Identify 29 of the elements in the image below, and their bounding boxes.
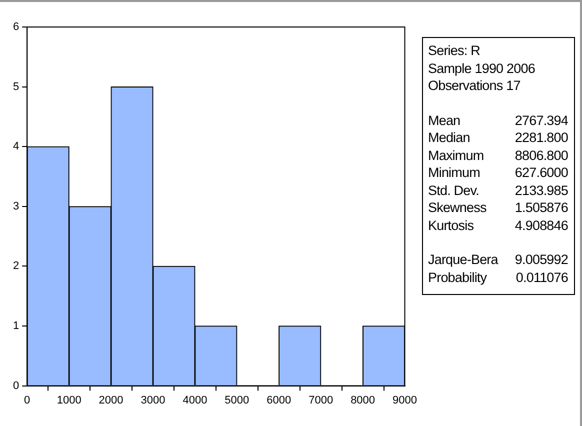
text: Minimum 627.6000: [428, 165, 568, 180]
text: Probability 0.011076: [428, 270, 568, 284]
text: Std. Dev. 2133.985: [428, 182, 568, 198]
y-tick-label: 5: [12, 80, 20, 93]
x-tick-label: 7000: [308, 394, 334, 406]
text: Skewness 1.505876: [428, 200, 568, 215]
x-tick-label: 2000: [98, 394, 124, 406]
text: Sample 1990 2006: [428, 60, 535, 77]
x-tick-label: 8000: [350, 394, 376, 406]
x-tick-label: 0: [24, 394, 30, 406]
y-tick-label: 2: [12, 260, 20, 272]
y-tick-label: 4: [12, 140, 20, 153]
text: Kurtosis 4.908846: [428, 218, 568, 232]
y-tick-label: 3: [12, 200, 20, 212]
text: Median 2281.800: [428, 130, 568, 145]
y-tick-label: 1: [12, 320, 20, 332]
x-tick-label: 4000: [182, 394, 208, 406]
x-tick-label: 1000: [56, 394, 82, 406]
text: Mean 2767.394: [428, 112, 568, 128]
x-tick-label: 3000: [140, 394, 166, 406]
text: Series: R: [428, 42, 480, 60]
x-tick-label: 6000: [266, 394, 292, 406]
x-tick-label: 9000: [392, 394, 418, 406]
text: Observations 17: [428, 77, 520, 94]
y-tick-label: 6: [12, 21, 20, 34]
x-tick-label: 5000: [224, 394, 250, 406]
y-tick-label: 0: [12, 380, 20, 392]
text: Jarque-Bera 9.005992: [428, 252, 568, 267]
text: Maximum 8806.800: [428, 148, 568, 162]
